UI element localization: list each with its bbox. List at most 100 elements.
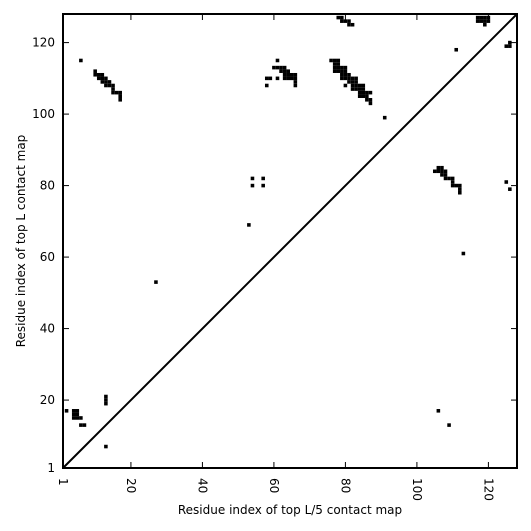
contact-cell-upper xyxy=(272,65,276,70)
contact-cell-upper xyxy=(329,58,333,63)
contact-cell-upper xyxy=(365,98,369,102)
contact-cell-upper xyxy=(443,173,448,177)
contact-cell-upper xyxy=(111,90,115,95)
contact-cell-upper xyxy=(458,183,462,188)
contact-cell-upper xyxy=(458,190,462,195)
contact-cell-upper xyxy=(440,173,444,177)
contact-cell-lower xyxy=(79,423,83,427)
contact-cell-upper xyxy=(361,94,366,98)
y-tick-label: 80 xyxy=(40,179,55,193)
contact-cell-lower xyxy=(75,409,80,413)
contact-cell-upper xyxy=(107,80,112,84)
contact-cell-upper xyxy=(479,15,484,20)
contact-cell-lower xyxy=(82,423,87,427)
y-tick-label: 1 xyxy=(47,461,55,475)
contact-cell-upper xyxy=(454,183,459,188)
contact-cell-upper xyxy=(104,76,108,81)
contact-cell-upper xyxy=(340,19,344,23)
contact-cell-upper xyxy=(264,76,269,81)
contact-cell-upper xyxy=(343,65,348,70)
y-tick-label: 60 xyxy=(40,250,55,264)
contact-cell-upper xyxy=(336,65,341,70)
x-tick-label: 60 xyxy=(267,478,281,493)
contact-cell-upper xyxy=(118,94,122,98)
contact-cell-upper xyxy=(100,76,105,81)
contact-cell-upper xyxy=(118,98,122,102)
contact-cell-upper xyxy=(365,90,369,95)
contact-cell-upper xyxy=(350,83,355,88)
contact-cell-upper xyxy=(332,58,337,63)
contact-cell-upper xyxy=(365,94,369,98)
contact-cell-lower xyxy=(71,409,76,413)
x-tick-label: 80 xyxy=(338,478,352,493)
contact-cell-upper xyxy=(340,65,344,70)
contact-cell-upper xyxy=(279,69,283,73)
contact-cell-upper xyxy=(275,65,280,70)
contact-cell-upper xyxy=(282,65,287,70)
contact-cell-lower xyxy=(261,183,265,188)
contact-cell-upper xyxy=(350,76,355,81)
contact-cell-lower xyxy=(104,398,108,402)
contact-cell-lower xyxy=(436,409,441,413)
contact-cell-upper xyxy=(104,80,108,84)
y-tick-label: 120 xyxy=(32,36,55,50)
diagonal-line xyxy=(62,13,518,469)
contact-cell-upper xyxy=(508,44,512,48)
contact-cell-upper xyxy=(483,15,487,20)
plot-frame xyxy=(62,13,518,469)
contact-cell-upper xyxy=(357,83,362,88)
contact-cell-lower xyxy=(64,409,69,413)
contact-cell-upper xyxy=(290,76,294,81)
contact-cell-upper xyxy=(332,65,337,70)
x-tick-label: 1 xyxy=(56,478,70,486)
y-tick-label: 20 xyxy=(40,393,55,407)
contact-cell-upper xyxy=(268,76,273,81)
contact-cell-upper xyxy=(508,187,512,191)
contact-cell-upper xyxy=(454,47,459,52)
contact-cell-upper xyxy=(111,87,115,91)
contact-cell-upper xyxy=(354,76,358,81)
x-tick-label: 120 xyxy=(481,478,495,501)
contact-cell-upper xyxy=(275,58,280,63)
contact-cell-upper xyxy=(440,169,444,174)
contact-cell-upper xyxy=(436,165,441,170)
contact-cell-upper xyxy=(347,72,351,77)
contact-cell-upper xyxy=(368,90,373,95)
contact-cell-upper xyxy=(347,76,351,81)
contact-cells xyxy=(64,15,512,449)
contact-cell-upper xyxy=(279,65,283,70)
contact-cell-upper xyxy=(447,176,451,181)
contact-cell-upper xyxy=(340,69,344,73)
contact-cell-lower xyxy=(104,401,108,406)
x-tick-label: 20 xyxy=(124,478,138,493)
contact-cell-upper xyxy=(458,187,462,191)
contact-cell-upper xyxy=(286,76,290,81)
contact-cell-upper xyxy=(443,176,448,181)
contact-cell-upper xyxy=(100,72,105,77)
contact-cell-upper xyxy=(343,19,348,23)
contact-cell-lower xyxy=(247,223,251,227)
contact-cell-upper xyxy=(479,19,484,23)
contact-cell-upper xyxy=(432,169,437,174)
x-axis-ticks: 1 20 40 60 80 100 120 xyxy=(56,14,495,501)
contact-cell-lower xyxy=(250,183,255,188)
contact-cell-upper xyxy=(357,94,362,98)
contact-cell-upper xyxy=(286,72,290,77)
contact-cell-upper xyxy=(368,98,373,102)
contact-cell-lower xyxy=(447,423,451,427)
contact-cell-upper xyxy=(290,72,294,77)
contact-cell-upper xyxy=(436,169,441,174)
contact-cell-upper xyxy=(357,90,362,95)
contact-cell-lower xyxy=(104,444,108,449)
contact-cell-upper xyxy=(483,22,487,27)
contact-cell-upper xyxy=(504,44,509,48)
contact-cell-upper xyxy=(508,40,512,45)
contact-cell-upper xyxy=(450,176,455,181)
contact-cell-upper xyxy=(118,90,122,95)
contact-cell-upper xyxy=(361,83,366,88)
contact-cell-lower xyxy=(104,394,108,399)
contact-cell-upper xyxy=(350,87,355,91)
contact-cell-upper xyxy=(347,80,351,84)
